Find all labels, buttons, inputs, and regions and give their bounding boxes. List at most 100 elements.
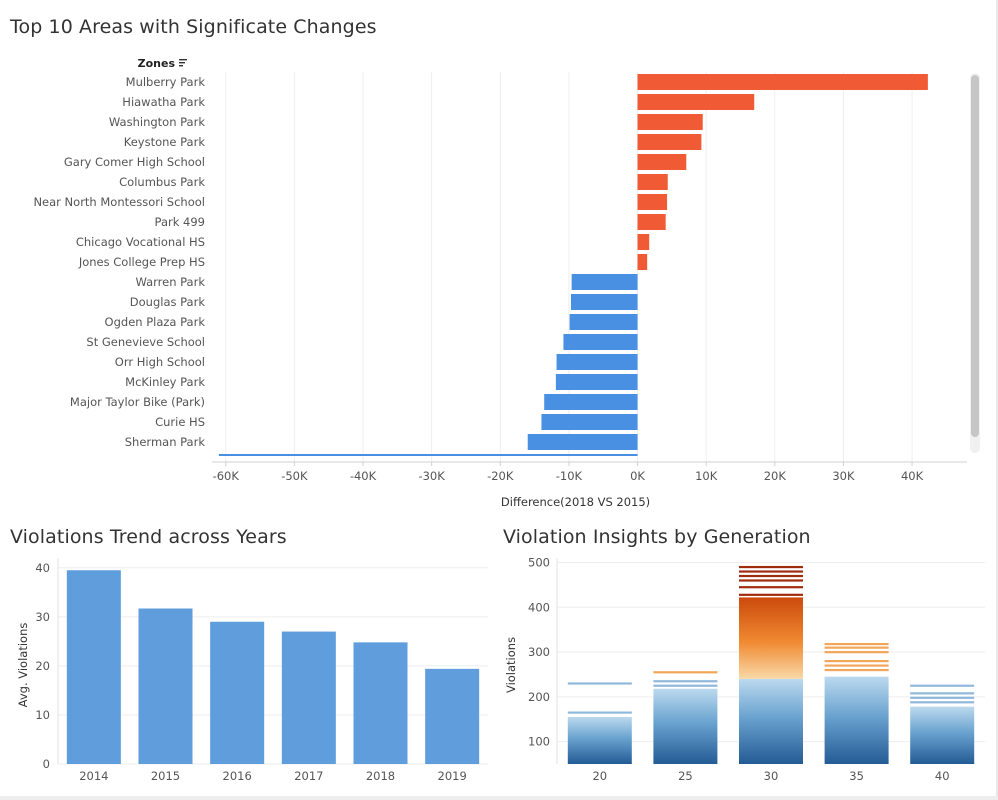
x-axis-title: Difference(2018 VS 2015) bbox=[501, 495, 650, 509]
x-tick-label: -50K bbox=[281, 469, 308, 483]
x-tick-label: -40K bbox=[350, 469, 377, 483]
zone-bar bbox=[637, 94, 755, 110]
zone-label: Jones College Prep HS bbox=[78, 255, 205, 269]
zone-bar bbox=[556, 354, 638, 370]
generation-cap-line bbox=[653, 671, 718, 674]
generation-cap-line bbox=[739, 593, 803, 596]
x-tick-label: -10K bbox=[556, 469, 583, 483]
x-tick-label: 10K bbox=[695, 469, 718, 483]
generation-cap-line bbox=[910, 701, 975, 704]
generation-cap-line bbox=[824, 651, 889, 654]
zone-label: Gary Comer High School bbox=[64, 155, 205, 169]
zone-label: Washington Park bbox=[109, 115, 205, 129]
x-tick-label: 40 bbox=[935, 769, 950, 783]
generation-bar bbox=[653, 688, 718, 764]
generation-cap-line bbox=[739, 570, 803, 573]
zone-bar bbox=[544, 394, 638, 410]
trend-bar bbox=[281, 631, 336, 764]
x-tick-label: 35 bbox=[849, 769, 864, 783]
x-tick-label: 2016 bbox=[223, 769, 252, 783]
sort-icon-line bbox=[179, 65, 183, 67]
zone-label: St Genevieve School bbox=[86, 335, 205, 349]
x-tick-label: 20 bbox=[592, 769, 607, 783]
trend-bar bbox=[425, 668, 480, 764]
right-divider bbox=[996, 0, 998, 800]
zone-bar bbox=[570, 294, 638, 310]
zone-label: Major Taylor Bike (Park) bbox=[70, 395, 205, 409]
generation-cap-line bbox=[824, 660, 889, 663]
zone-label: Near North Montessori School bbox=[33, 195, 205, 209]
y-tick-label: 30 bbox=[35, 610, 50, 624]
zone-label: Columbus Park bbox=[119, 175, 205, 189]
generation-cap-line bbox=[739, 565, 803, 569]
zone-label: Keystone Park bbox=[124, 135, 206, 149]
x-tick-label: -60K bbox=[213, 469, 240, 483]
generation-cap-line bbox=[567, 682, 632, 685]
generation-cap-line bbox=[824, 642, 889, 646]
y-axis-title: Violations bbox=[504, 637, 518, 693]
trend-bar bbox=[210, 621, 265, 764]
generation-chart-title: Violation Insights by Generation bbox=[503, 526, 811, 548]
x-tick-label: 2015 bbox=[151, 769, 180, 783]
zones-chart-title: Top 10 Areas with Significate Changes bbox=[10, 16, 377, 38]
zone-label: Chicago Vocational HS bbox=[76, 235, 205, 249]
zone-label: Hiawatha Park bbox=[122, 95, 205, 109]
x-tick-label: 0K bbox=[630, 469, 645, 483]
zone-label: McKinley Park bbox=[125, 375, 205, 389]
zone-bar bbox=[637, 254, 648, 270]
zone-label: Warren Park bbox=[135, 275, 205, 289]
x-tick-label: 30 bbox=[764, 769, 779, 783]
generation-cap-line bbox=[910, 684, 975, 687]
zone-bar bbox=[637, 194, 668, 210]
zone-bar bbox=[527, 434, 638, 450]
y-tick-label: 40 bbox=[35, 561, 50, 575]
bottom-divider bbox=[0, 796, 998, 800]
generation-cap-line bbox=[739, 579, 803, 582]
x-tick-label: 25 bbox=[678, 769, 693, 783]
generation-cap-line bbox=[910, 696, 975, 699]
zones-chart: Zones Mulberry Park Hiawatha Park Washingto… bbox=[33, 57, 980, 509]
x-tick-label: 20K bbox=[764, 469, 787, 483]
zone-bar-partial bbox=[218, 454, 638, 456]
y-tick-label: 10 bbox=[35, 708, 50, 722]
generation-cap-line bbox=[739, 586, 803, 589]
generation-bar bbox=[910, 706, 975, 764]
zone-label: Douglas Park bbox=[130, 295, 206, 309]
zone-bar bbox=[637, 214, 666, 230]
x-tick-label: 2014 bbox=[79, 769, 108, 783]
generation-cap-line bbox=[824, 646, 889, 649]
generation-bar bbox=[567, 716, 632, 764]
zone-label: Orr High School bbox=[115, 355, 205, 369]
generation-cap-line bbox=[910, 692, 975, 695]
y-tick-label: 100 bbox=[528, 735, 550, 749]
zone-bar bbox=[563, 334, 638, 350]
trend-bar bbox=[353, 642, 408, 764]
zone-label: Curie HS bbox=[155, 415, 205, 429]
y-axis-title: Avg. Violations bbox=[16, 623, 30, 708]
generation-chart: 100 200 300 400 500 Violations 20 25 30 35 40 bbox=[504, 555, 985, 783]
zone-label: Ogden Plaza Park bbox=[105, 315, 206, 329]
generation-cap-line bbox=[824, 664, 889, 667]
y-tick-label: 200 bbox=[528, 690, 550, 704]
zone-bar bbox=[637, 114, 703, 130]
zone-label: Sherman Park bbox=[125, 435, 206, 449]
scrollbar-thumb bbox=[971, 75, 979, 437]
y-tick-label: 500 bbox=[528, 555, 550, 569]
zones-header: Zones bbox=[138, 57, 176, 70]
sort-descending-icon bbox=[179, 59, 187, 67]
generation-cap-line bbox=[567, 711, 632, 714]
zone-bar bbox=[637, 154, 687, 170]
y-tick-label: 300 bbox=[528, 645, 550, 659]
zone-bar bbox=[637, 174, 668, 190]
zone-bar bbox=[569, 314, 638, 330]
sort-icon-line bbox=[179, 62, 185, 64]
generation-bar-lower bbox=[739, 678, 803, 764]
generation-cap-line bbox=[653, 684, 718, 687]
trend-bar bbox=[66, 570, 121, 764]
x-tick-label: 40K bbox=[901, 469, 924, 483]
generation-bar bbox=[824, 676, 889, 764]
x-tick-label: 2019 bbox=[438, 769, 467, 783]
zone-bar bbox=[541, 414, 638, 430]
x-tick-label: 2018 bbox=[366, 769, 395, 783]
generation-cap-line bbox=[739, 574, 803, 578]
